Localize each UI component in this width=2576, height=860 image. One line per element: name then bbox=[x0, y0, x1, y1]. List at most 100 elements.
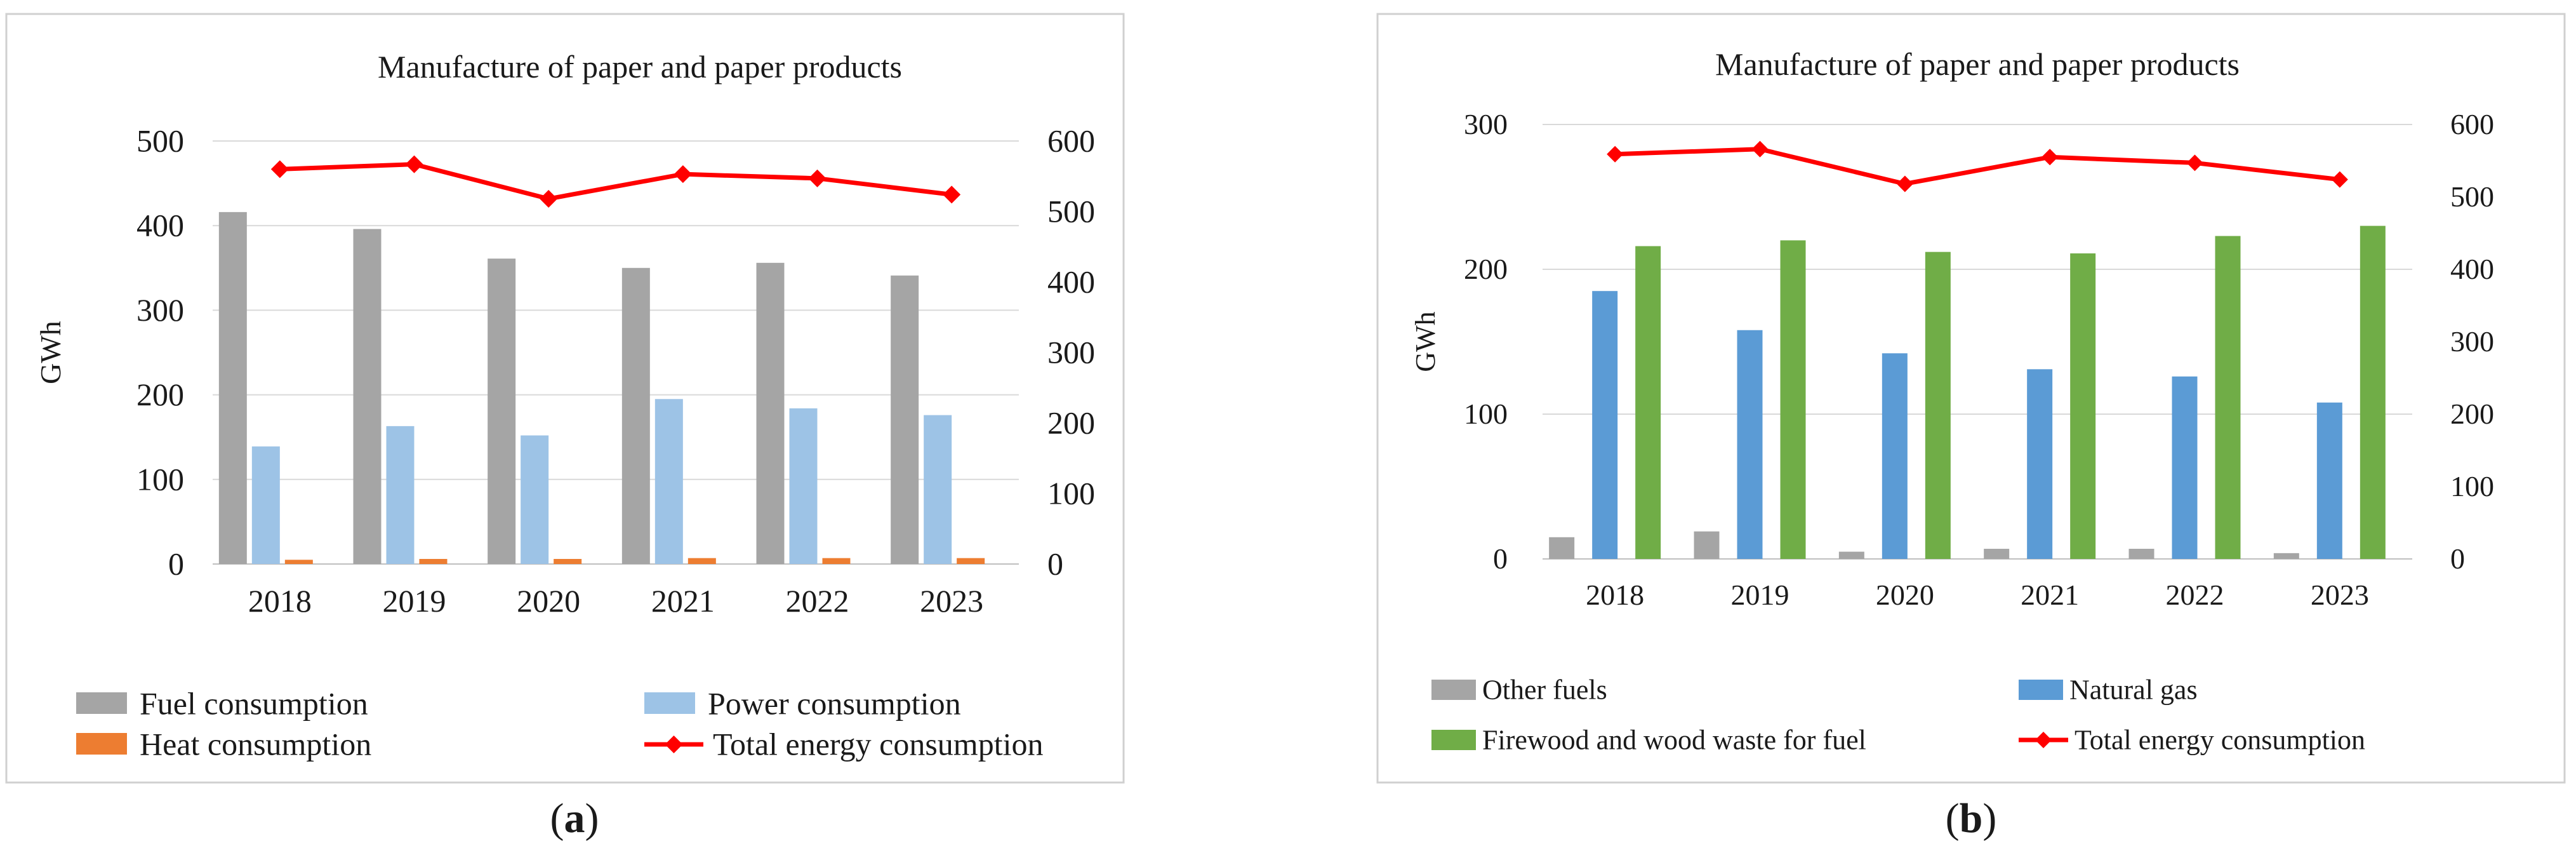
point-total-energy-2022 bbox=[808, 169, 827, 187]
y-tick-right: 100 bbox=[1047, 476, 1095, 511]
y-tick-right: 200 bbox=[2450, 398, 2494, 430]
panel-label-a: (a) bbox=[550, 795, 599, 842]
x-tick-label: 2020 bbox=[1876, 579, 1934, 611]
bar-other-fuels-2020 bbox=[1838, 551, 1864, 559]
bar-power-consumption-2022 bbox=[789, 408, 818, 564]
y-tick-left: 200 bbox=[1464, 253, 1508, 285]
bar-firewood-and-wood-waste-for-fuel-2022 bbox=[2215, 236, 2241, 559]
legend-swatch-marker bbox=[2035, 732, 2052, 748]
legend-swatch bbox=[644, 692, 695, 714]
legend-swatch bbox=[76, 692, 127, 714]
y-tick-right: 400 bbox=[2450, 253, 2494, 285]
x-tick-label: 2022 bbox=[2166, 579, 2224, 611]
bar-natural-gas-2019 bbox=[1737, 330, 1763, 559]
y-tick-right: 500 bbox=[1047, 194, 1095, 229]
x-tick-label: 2023 bbox=[920, 583, 983, 619]
legend-label: Total energy consumption bbox=[2075, 725, 2365, 756]
x-tick-label: 2018 bbox=[248, 583, 312, 619]
point-total-energy-2022 bbox=[2186, 154, 2203, 171]
bar-other-fuels-2019 bbox=[1694, 531, 1720, 559]
bar-heat-consumption-2023 bbox=[957, 558, 985, 564]
bar-other-fuels-2022 bbox=[2128, 549, 2154, 559]
x-tick-label: 2021 bbox=[2021, 579, 2079, 611]
y-tick-right: 500 bbox=[2450, 180, 2494, 213]
bar-fuel-consumption-2018 bbox=[218, 212, 247, 564]
chart-title-b: Manufacture of paper and paper products bbox=[1715, 46, 2240, 82]
y-axis-label-b: GWh bbox=[1410, 311, 1441, 372]
x-tick-label: 2020 bbox=[517, 583, 580, 619]
point-total-energy-2023 bbox=[943, 185, 961, 204]
point-total-energy-2019 bbox=[405, 155, 423, 173]
bar-natural-gas-2020 bbox=[1882, 353, 1908, 559]
bar-heat-consumption-2021 bbox=[687, 558, 716, 564]
y-tick-right: 100 bbox=[2450, 470, 2494, 502]
bar-natural-gas-2018 bbox=[1592, 291, 1618, 559]
y-tick-left: 0 bbox=[1493, 542, 1508, 575]
bar-natural-gas-2023 bbox=[2316, 402, 2342, 559]
bar-natural-gas-2022 bbox=[2172, 376, 2198, 559]
x-tick-label: 2023 bbox=[2311, 579, 2369, 611]
y-tick-right: 600 bbox=[2450, 108, 2494, 140]
bar-fuel-consumption-2019 bbox=[353, 229, 382, 564]
legend-swatch bbox=[1431, 680, 1476, 700]
panel-label-b: (b) bbox=[1946, 795, 1997, 842]
point-total-energy-2018 bbox=[270, 160, 289, 178]
y-tick-right: 300 bbox=[2450, 325, 2494, 358]
bar-power-consumption-2023 bbox=[924, 415, 952, 564]
y-tick-right: 200 bbox=[1047, 405, 1095, 441]
bar-other-fuels-2023 bbox=[2273, 553, 2299, 559]
x-tick-label: 2018 bbox=[1586, 579, 1644, 611]
x-tick-label: 2019 bbox=[1731, 579, 1789, 611]
y-tick-right: 600 bbox=[1047, 123, 1095, 159]
x-tick-label: 2022 bbox=[786, 583, 849, 619]
bar-power-consumption-2021 bbox=[654, 399, 683, 564]
point-total-energy-2019 bbox=[1751, 140, 1769, 158]
chart-title-a: Manufacture of paper and paper products bbox=[378, 49, 902, 84]
x-tick-label: 2021 bbox=[651, 583, 715, 619]
bar-firewood-and-wood-waste-for-fuel-2023 bbox=[2360, 225, 2386, 560]
line-total-energy-consumption bbox=[1615, 147, 2340, 186]
bar-fuel-consumption-2020 bbox=[488, 259, 516, 564]
bar-natural-gas-2021 bbox=[2027, 369, 2053, 559]
y-tick-left: 100 bbox=[1464, 398, 1508, 430]
chart-frame-b bbox=[1376, 13, 2566, 784]
y-tick-left: 400 bbox=[136, 208, 184, 243]
legend-swatch-marker bbox=[665, 736, 683, 753]
legend-label: Firewood and wood waste for fuel bbox=[1482, 725, 1866, 756]
legend-swatch bbox=[2019, 680, 2063, 700]
bar-fuel-consumption-2023 bbox=[891, 275, 919, 564]
point-total-energy-2020 bbox=[540, 190, 558, 208]
bar-firewood-and-wood-waste-for-fuel-2018 bbox=[1635, 246, 1661, 559]
bar-fuel-consumption-2021 bbox=[621, 267, 650, 564]
line-total-energy-consumption bbox=[279, 162, 952, 201]
bar-heat-consumption-2019 bbox=[419, 559, 448, 564]
bar-fuel-consumption-2022 bbox=[756, 262, 785, 564]
chart-frame-a bbox=[5, 13, 1125, 784]
bar-heat-consumption-2022 bbox=[822, 558, 851, 564]
y-tick-right: 0 bbox=[1047, 546, 1063, 582]
y-tick-right: 400 bbox=[1047, 264, 1095, 300]
point-total-energy-2018 bbox=[1607, 145, 1624, 163]
bar-power-consumption-2018 bbox=[251, 446, 280, 564]
y-tick-left: 500 bbox=[136, 123, 184, 159]
legend-label: Heat consumption bbox=[140, 727, 371, 762]
y-tick-left: 200 bbox=[136, 377, 184, 412]
bar-power-consumption-2019 bbox=[386, 426, 415, 564]
bar-other-fuels-2018 bbox=[1549, 537, 1575, 559]
y-tick-left: 0 bbox=[168, 546, 184, 582]
bar-heat-consumption-2018 bbox=[284, 560, 313, 564]
point-total-energy-2020 bbox=[1896, 175, 1913, 192]
point-total-energy-2023 bbox=[2331, 171, 2348, 188]
bar-power-consumption-2020 bbox=[521, 435, 549, 564]
legend-label: Natural gas bbox=[2069, 675, 2198, 706]
y-tick-left: 100 bbox=[136, 461, 184, 497]
bar-other-fuels-2021 bbox=[1984, 549, 2010, 559]
bar-firewood-and-wood-waste-for-fuel-2019 bbox=[1780, 240, 1806, 559]
chart-a: Manufacture of paper and paper products 0… bbox=[5, 13, 1125, 842]
point-total-energy-2021 bbox=[674, 165, 692, 184]
bar-heat-consumption-2020 bbox=[554, 559, 582, 564]
bar-firewood-and-wood-waste-for-fuel-2020 bbox=[1925, 252, 1951, 559]
legend-label: Power consumption bbox=[708, 686, 961, 722]
y-axis-label-a: GWh bbox=[34, 321, 67, 384]
